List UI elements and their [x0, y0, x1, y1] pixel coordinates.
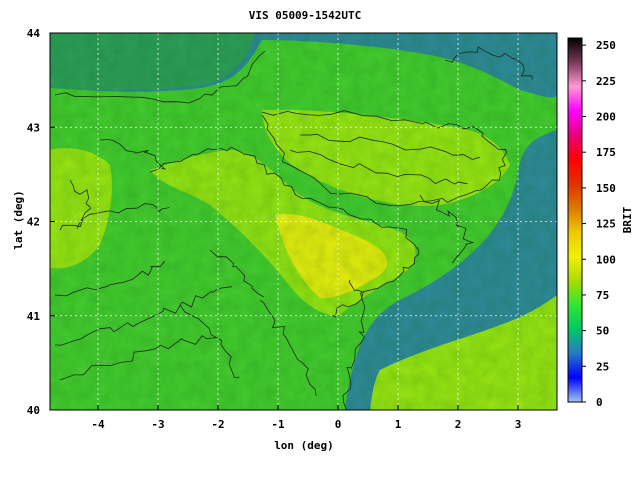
contour-line: [59, 203, 170, 231]
x-tick-label: -2: [211, 418, 224, 431]
colorbar-ticks: 0 25 50 75 100 125 150 175 200 225 250: [582, 39, 616, 409]
contour-line: [54, 286, 232, 346]
y-axis-label: lat (deg): [12, 190, 25, 250]
x-tick-label: 3: [515, 418, 522, 431]
y-tick-label: 40: [27, 404, 40, 417]
x-axis: -4 -3 -2 -1 0 1 2 3: [91, 405, 521, 431]
x-tick-label: -3: [151, 418, 164, 431]
contour-line: [419, 194, 475, 264]
contour-line: [149, 146, 420, 318]
colorbar-tick-label: 50: [596, 325, 609, 338]
contour-line: [342, 279, 366, 410]
x-axis-label: lon (deg): [274, 439, 334, 452]
x-tick-label: -4: [91, 418, 105, 431]
colorbar-tick-label: 25: [596, 360, 609, 373]
map-title: VIS 05009-1542UTC: [249, 9, 362, 22]
contour-line: [179, 304, 240, 378]
y-axis: 40 41 42 43 44: [27, 27, 55, 417]
contour-line: [54, 50, 266, 104]
x-tick-label: 1: [395, 418, 402, 431]
texture-overlay: [50, 33, 557, 410]
colorbar-tick-label: 125: [596, 218, 616, 231]
contour-line: [99, 139, 167, 170]
colorbar-tick-label: 175: [596, 146, 616, 159]
colorbar-tick-label: 75: [596, 289, 609, 302]
contour-line: [69, 179, 91, 229]
x-tick-label: 0: [335, 418, 342, 431]
colorbar-tick-label: 200: [596, 111, 616, 124]
colorbar-label: BRIT: [621, 206, 634, 233]
colorbar-tick-label: 150: [596, 182, 616, 195]
colorbar-tick-label: 100: [596, 253, 616, 266]
y-tick-label: 44: [27, 27, 41, 40]
x-tick-label: -1: [271, 418, 285, 431]
colorbar: 0 25 50 75 100 125 150 175 200 225 250 BRIT: [567, 37, 634, 409]
contour-line: [59, 335, 216, 381]
contour-line: [259, 299, 317, 396]
contour-line: [300, 133, 481, 160]
contour-lines: [54, 46, 534, 410]
contour-line: [261, 110, 507, 207]
contour-line: [54, 260, 165, 297]
satellite-field: [50, 33, 557, 410]
colorbar-tick-label: 0: [596, 396, 603, 409]
y-tick-label: 43: [27, 121, 40, 134]
colorbar-ramp: [567, 37, 583, 403]
colorbar-tick-label: 250: [596, 39, 616, 52]
contour-line: [289, 149, 468, 185]
y-tick-label: 41: [27, 310, 41, 323]
colorbar-tick-label: 225: [596, 75, 616, 88]
x-tick-label: 2: [455, 418, 462, 431]
contour-line: [209, 249, 264, 298]
y-tick-label: 42: [27, 216, 40, 229]
